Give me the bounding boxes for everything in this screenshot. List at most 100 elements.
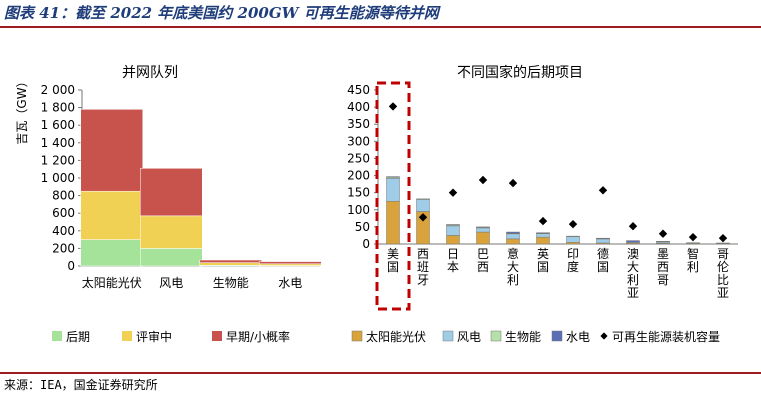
left-bar-2 xyxy=(80,109,143,192)
right-bar-0 xyxy=(386,200,400,245)
left-y-tick-label: 600 xyxy=(52,206,75,220)
right-bar-0 xyxy=(536,236,550,245)
right-bar-3 xyxy=(536,232,550,234)
left-bar-0 xyxy=(140,248,203,267)
left-y-tick-label: 1 200 xyxy=(41,153,75,167)
right-category-label: 英国 xyxy=(537,247,549,274)
right-y-tick-label: 300 xyxy=(347,134,370,148)
right-category-label: 西班牙 xyxy=(417,247,429,287)
capacity-marker xyxy=(628,222,638,231)
left-bar-1 xyxy=(140,215,203,249)
right-category-label: 巴西 xyxy=(477,247,489,274)
figure-title: 图表 41：截至 2022 年底美国约 200GW 可再生能源等待并网 xyxy=(4,4,439,22)
left-bar-2 xyxy=(259,261,322,265)
right-bar-1 xyxy=(716,242,730,244)
figure-source: 来源：IEA，国金证券研究所 xyxy=(4,378,158,392)
left-y-tick-label: 1 600 xyxy=(41,118,75,132)
right-bar-3 xyxy=(656,241,670,243)
right-bar-0 xyxy=(476,231,490,245)
right-y-tick-label: 250 xyxy=(347,151,370,165)
right-category-label: 美国 xyxy=(387,247,399,274)
left-y-tick-label: 1 800 xyxy=(41,101,75,115)
legend-swatch-0 xyxy=(52,331,62,341)
left-category-label: 水电 xyxy=(278,276,302,290)
left-category-label: 太阳能光伏 xyxy=(82,275,142,290)
right-bar-1 xyxy=(476,227,490,233)
right-bar-1 xyxy=(506,233,520,240)
capacity-marker xyxy=(538,216,548,226)
right-legend-label-0: 太阳能光伏 xyxy=(366,329,426,344)
title-rule xyxy=(0,26,761,28)
right-bar-3 xyxy=(506,231,520,234)
legend-swatch-1 xyxy=(122,331,132,341)
right-y-tick-label: 50 xyxy=(355,220,370,234)
capacity-marker xyxy=(478,175,488,185)
right-bar-2 xyxy=(416,198,430,200)
right-bar-3 xyxy=(626,240,640,243)
capacity-marker xyxy=(418,213,428,222)
capacity-marker xyxy=(598,186,608,195)
right-bar-2 xyxy=(566,235,580,237)
left-y-tick-label: 1 000 xyxy=(41,171,75,185)
left-bar-2 xyxy=(199,259,262,263)
left-bar-1 xyxy=(199,262,262,266)
left-y-tick-label: 800 xyxy=(52,189,75,203)
capacity-marker xyxy=(718,233,728,243)
right-y-tick-label: 350 xyxy=(347,117,370,131)
legend-label-0: 后期 xyxy=(66,330,90,344)
left-y-tick-label: 0 xyxy=(67,259,75,273)
right-chart-title: 不同国家的后期项目 xyxy=(457,64,583,81)
right-category-label: 日本 xyxy=(447,247,459,274)
left-category-label: 风电 xyxy=(159,276,183,290)
capacity-marker xyxy=(508,178,518,188)
capacity-marker xyxy=(448,188,458,197)
right-category-label: 德国 xyxy=(597,246,609,274)
right-y-tick-label: 400 xyxy=(347,100,370,114)
right-bar-1 xyxy=(596,238,610,244)
left-category-label: 生物能 xyxy=(213,276,249,290)
right-category-label: 澳大利亚 xyxy=(627,247,639,300)
right-bar-1 xyxy=(536,233,550,238)
left-bar-0 xyxy=(80,239,143,267)
left-y-tick-label: 2 000 xyxy=(41,83,75,97)
right-y-tick-label: 450 xyxy=(347,83,370,97)
right-y-tick-label: 100 xyxy=(347,203,370,217)
legend-swatch-2 xyxy=(212,331,222,341)
right-category-label: 哥伦比亚 xyxy=(717,247,729,300)
right-category-label: 墨西哥 xyxy=(657,247,669,287)
right-legend-marker xyxy=(600,332,608,340)
right-legend-marker-label: 可再生能源装机容量 xyxy=(612,329,720,344)
right-bar-3 xyxy=(446,224,460,226)
right-category-label: 印度 xyxy=(567,247,579,274)
right-bar-1 xyxy=(386,178,400,202)
highlight-box xyxy=(375,81,411,311)
left-y-tick-label: 200 xyxy=(52,241,75,255)
right-bar-1 xyxy=(416,199,430,212)
right-bar-3 xyxy=(596,237,610,239)
left-bar-1 xyxy=(80,190,143,240)
right-legend-label-3: 水电 xyxy=(566,330,590,344)
left-y-tick-label: 400 xyxy=(52,224,75,238)
right-bar-0 xyxy=(566,242,580,245)
legend-label-1: 评审中 xyxy=(136,329,172,344)
right-legend-swatch-0 xyxy=(351,330,363,342)
capacity-marker xyxy=(568,219,578,229)
right-y-tick-label: 200 xyxy=(347,169,370,183)
source-rule xyxy=(0,372,761,374)
right-y-tick-label: 150 xyxy=(347,186,370,200)
right-bar-3 xyxy=(386,176,400,178)
right-legend-swatch-2 xyxy=(490,330,502,342)
right-legend-label-2: 生物能 xyxy=(505,330,541,344)
capacity-marker xyxy=(658,229,668,238)
right-category-label: 智利 xyxy=(687,246,699,274)
right-legend-swatch-1 xyxy=(442,330,454,342)
left-chart-title: 并网队列 xyxy=(122,65,178,81)
capacity-marker xyxy=(388,102,398,111)
left-bar-2 xyxy=(140,168,203,217)
left-y-axis-label: 吉瓦（GW） xyxy=(15,75,29,144)
legend-label-2: 早期/小概率 xyxy=(226,329,290,344)
right-bar-0 xyxy=(506,238,520,245)
capacity-marker xyxy=(688,232,698,242)
right-bar-3 xyxy=(476,226,490,228)
